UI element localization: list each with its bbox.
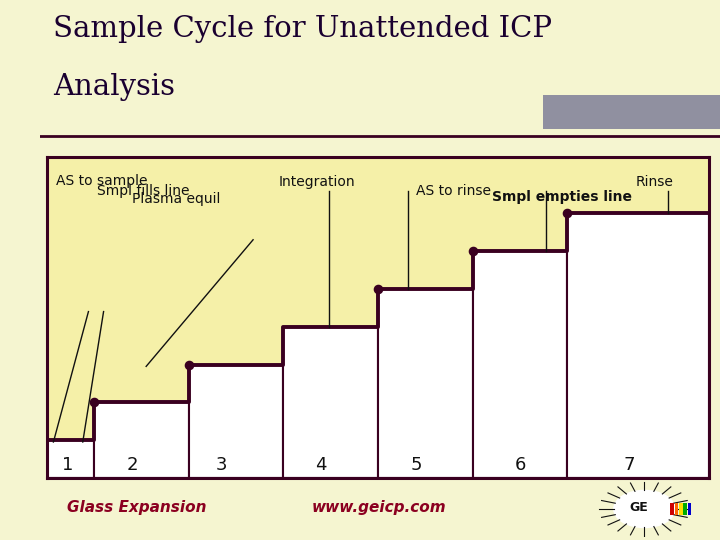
Bar (543, 95, 720, 129)
Bar (94, 402, 189, 478)
Point (467, 247, 478, 255)
Text: Smpl empties line: Smpl empties line (492, 191, 631, 205)
Text: 4: 4 (315, 456, 327, 474)
Bar (284, 327, 378, 478)
Text: Smpl fills line: Smpl fills line (97, 184, 189, 198)
Text: Integration: Integration (278, 176, 355, 190)
Point (183, 360, 194, 369)
Text: Plasma equil: Plasma equil (132, 192, 220, 206)
Text: Sample Cycle for Unattended ICP: Sample Cycle for Unattended ICP (53, 15, 552, 43)
Text: GE: GE (629, 501, 649, 515)
Circle shape (613, 490, 675, 528)
Bar (683, 503, 687, 515)
Text: AS to rinse: AS to rinse (416, 184, 491, 198)
Bar (679, 503, 683, 515)
Text: Rinse: Rinse (635, 176, 673, 190)
Bar (567, 213, 709, 478)
Bar (472, 251, 567, 478)
Point (372, 285, 384, 293)
Bar (675, 503, 678, 515)
Text: 5: 5 (410, 456, 422, 474)
Text: 7: 7 (623, 456, 634, 474)
Text: www.geicp.com: www.geicp.com (312, 500, 446, 515)
Bar (670, 503, 674, 515)
Point (89, 398, 100, 407)
Text: Glass Expansion: Glass Expansion (67, 500, 207, 515)
Text: AS to sample: AS to sample (56, 174, 148, 188)
Text: 6: 6 (514, 456, 526, 474)
Text: 1: 1 (62, 456, 73, 474)
Bar (688, 503, 691, 515)
Text: Analysis: Analysis (53, 72, 175, 100)
Text: 3: 3 (216, 456, 228, 474)
Bar (47, 440, 94, 478)
Point (562, 209, 573, 218)
Bar (378, 289, 472, 478)
Text: 2: 2 (126, 456, 138, 474)
Bar (189, 364, 284, 478)
